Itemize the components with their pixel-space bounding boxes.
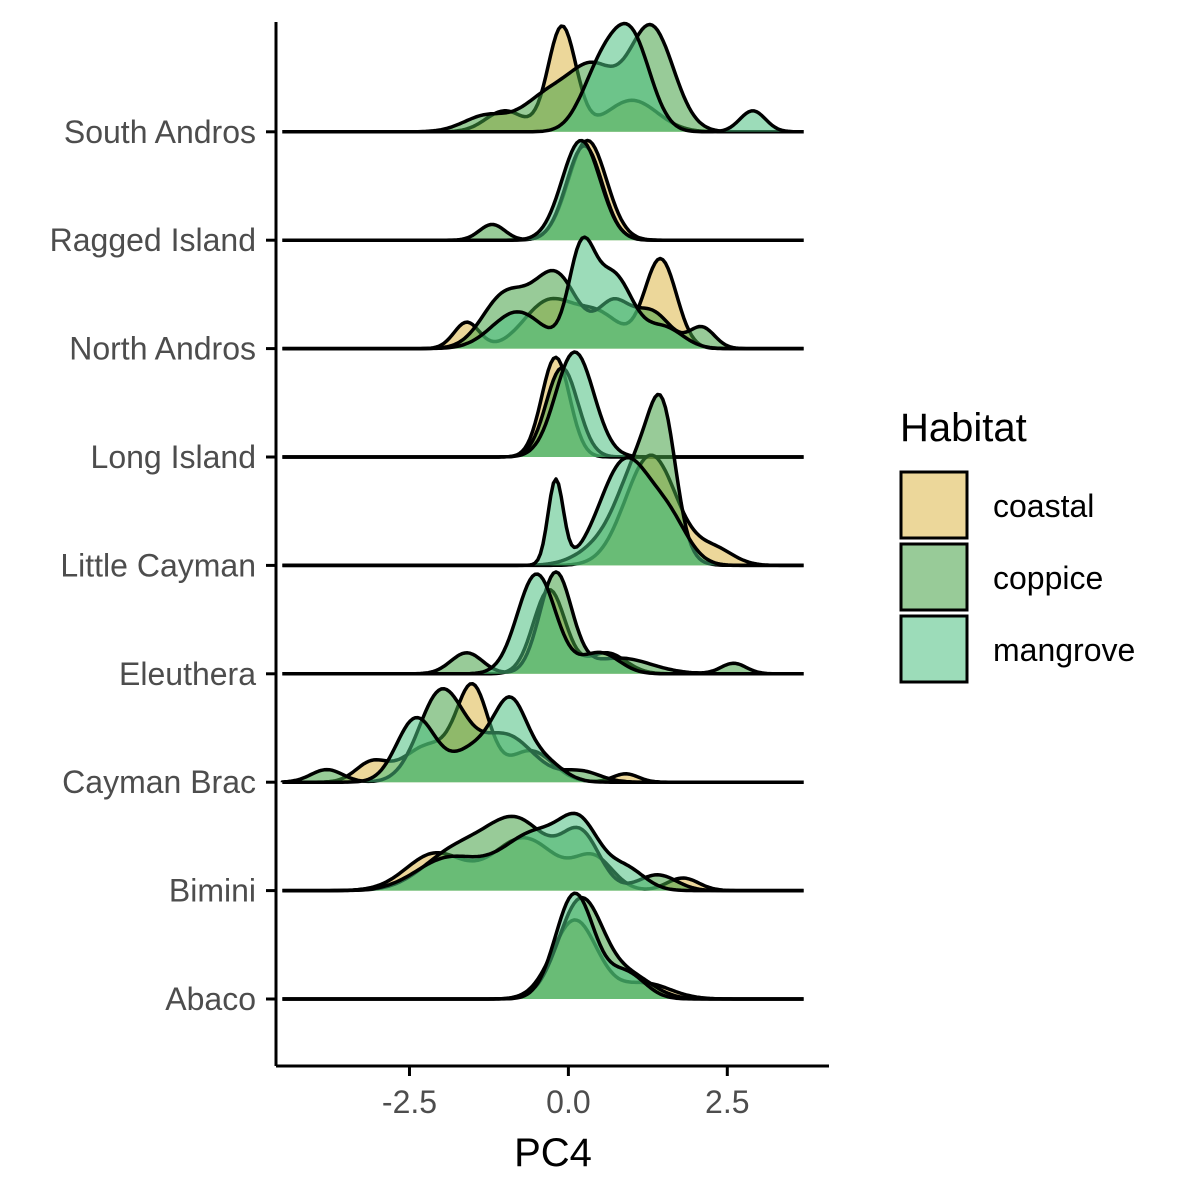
density-long-island-mangrove	[282, 350, 804, 459]
ridge-south-andros	[282, 21, 804, 134]
y-tick-label-ragged-island: Ragged Island	[50, 222, 256, 258]
legend-key-mangrove	[899, 614, 969, 684]
y-tick-label-abaco: Abaco	[165, 981, 256, 1017]
legend-label-coppice: coppice	[993, 560, 1103, 596]
legend-title: Habitat	[900, 406, 1027, 450]
density-south-andros-mangrove	[282, 21, 804, 134]
density-south-andros-coppice	[282, 22, 804, 134]
x-tick-label: -2.5	[382, 1084, 437, 1120]
density-little-cayman-mangrove	[282, 455, 804, 568]
ridge-abaco	[282, 891, 804, 1001]
density-eleuthera-mangrove	[282, 572, 804, 676]
legend-label-coastal: coastal	[993, 488, 1094, 524]
density-abaco-mangrove	[282, 891, 804, 1001]
y-tick-label-long-island: Long Island	[91, 439, 256, 475]
x-tick-label: 0.0	[546, 1084, 590, 1120]
density-cayman-brac-mangrove	[282, 695, 804, 784]
x-axis-title: PC4	[514, 1131, 592, 1175]
y-tick-label-north-andros: North Andros	[69, 331, 256, 367]
y-tick-label-bimini: Bimini	[169, 873, 256, 909]
ridge-little-cayman	[282, 392, 804, 568]
ridge-north-andros	[282, 235, 804, 351]
ridge-ragged-island	[282, 138, 804, 242]
ridge-eleuthera	[282, 570, 804, 676]
density-ridges	[280, 21, 804, 1001]
ridge-cayman-brac	[280, 681, 804, 784]
x-axis-ticks: -2.5 0.0 2.5	[382, 1066, 750, 1120]
legend-label-mangrove: mangrove	[993, 632, 1135, 668]
legend: Habitat coastal coppice mangrove	[899, 406, 1135, 684]
density-ragged-island-mangrove	[282, 138, 804, 242]
y-axis-ticks: Abaco Bimini Cayman Brac Eleuthera Little Ca…	[50, 114, 276, 1017]
density-north-andros-mangrove	[282, 235, 804, 351]
x-tick-label: 2.5	[705, 1084, 749, 1120]
legend-key-coppice	[899, 542, 969, 612]
y-tick-label-eleuthera: Eleuthera	[119, 656, 256, 692]
y-tick-label-cayman-brac: Cayman Brac	[62, 764, 256, 800]
ridge-bimini	[282, 811, 804, 893]
y-tick-label-little-cayman: Little Cayman	[60, 547, 256, 583]
density-bimini-mangrove	[282, 811, 804, 893]
legend-key-coastal	[899, 470, 969, 540]
y-tick-label-south-andros: South Andros	[64, 114, 256, 150]
ridge-long-island	[282, 350, 804, 459]
